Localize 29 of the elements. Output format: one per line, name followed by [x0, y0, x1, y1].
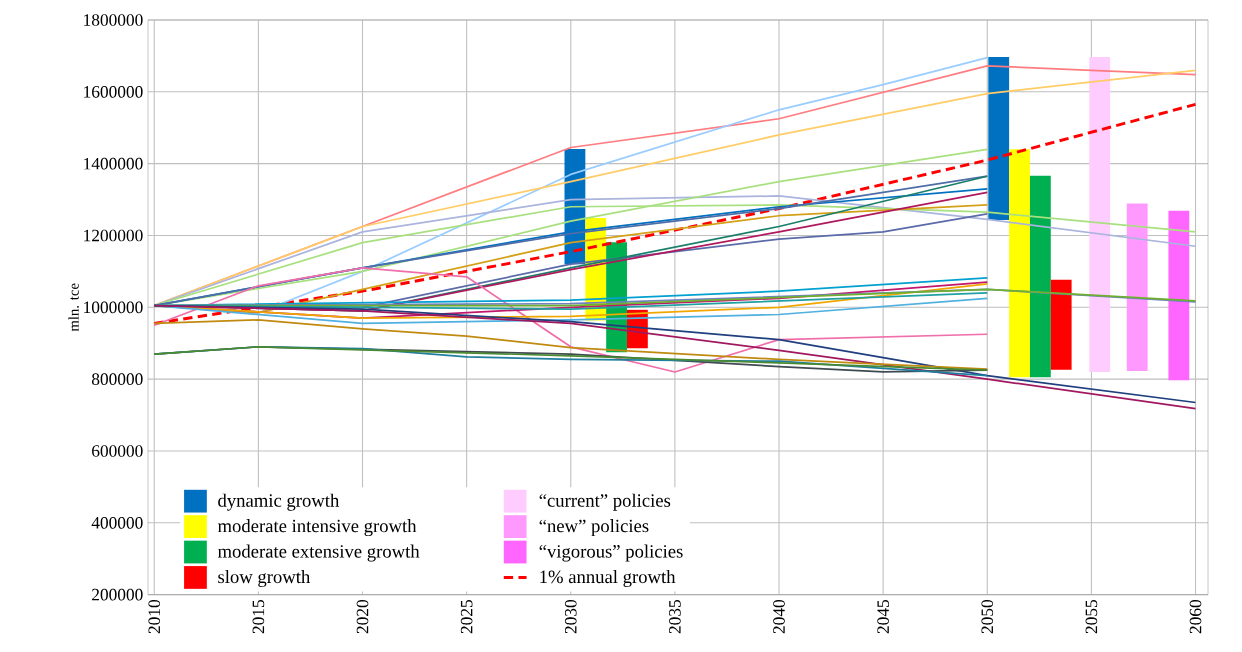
y-tick-label: 800000 — [91, 373, 143, 385]
x-tick-label: 2055 — [1085, 600, 1098, 634]
x-tick-label: 2035 — [669, 600, 681, 634]
y-tick-label: 400000 — [91, 516, 143, 529]
x-tick-label: 2015 — [252, 600, 265, 634]
legend-label: 1% annual growth — [540, 569, 676, 587]
legend-label: dynamic growth — [218, 493, 340, 511]
y-tick-label: 1800000 — [84, 14, 143, 26]
x-tick-label: 2045 — [877, 600, 889, 634]
x-tick-label: 2050 — [981, 600, 994, 634]
y-tick-label: 1400000 — [84, 157, 143, 170]
legend-label: moderate extensive growth — [217, 544, 420, 562]
x-tick-label: 2025 — [460, 600, 473, 634]
y-tick-label: 600000 — [92, 445, 143, 457]
legend-label: “current” policies — [539, 493, 671, 511]
x-tick-label: 2040 — [773, 600, 785, 634]
x-tick-label: 2020 — [356, 600, 369, 634]
y-tick-label: 200000 — [92, 588, 143, 601]
x-tick-label: 2060 — [1189, 600, 1202, 634]
y-tick-label: 1000000 — [84, 301, 143, 314]
y-axis-title: mln. tce — [68, 283, 79, 332]
x-tick-label: 2010 — [148, 600, 161, 634]
legend-label: moderate intensive growth — [217, 519, 417, 537]
legend-label: “new” policies — [539, 519, 649, 537]
y-tick-label: 1200000 — [84, 229, 143, 242]
legend-label: “vigorous” policies — [539, 544, 683, 562]
x-tick-label: 2030 — [564, 600, 577, 634]
legend-label: slow growth — [218, 569, 311, 587]
y-tick-label: 1600000 — [84, 85, 143, 98]
